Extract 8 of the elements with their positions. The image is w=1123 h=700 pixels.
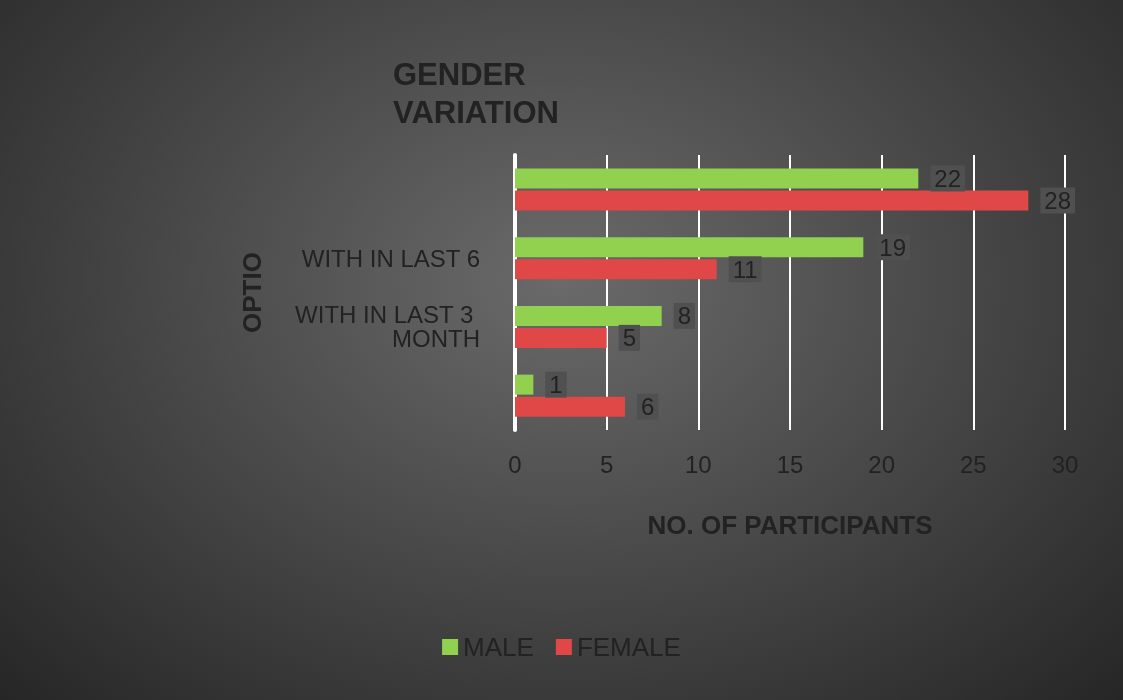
bar (515, 190, 1029, 211)
bar (515, 396, 625, 417)
bar (515, 305, 662, 326)
bar (515, 259, 717, 280)
bar (515, 374, 534, 395)
bar (515, 237, 864, 258)
bar (515, 168, 919, 189)
bar (515, 327, 607, 348)
